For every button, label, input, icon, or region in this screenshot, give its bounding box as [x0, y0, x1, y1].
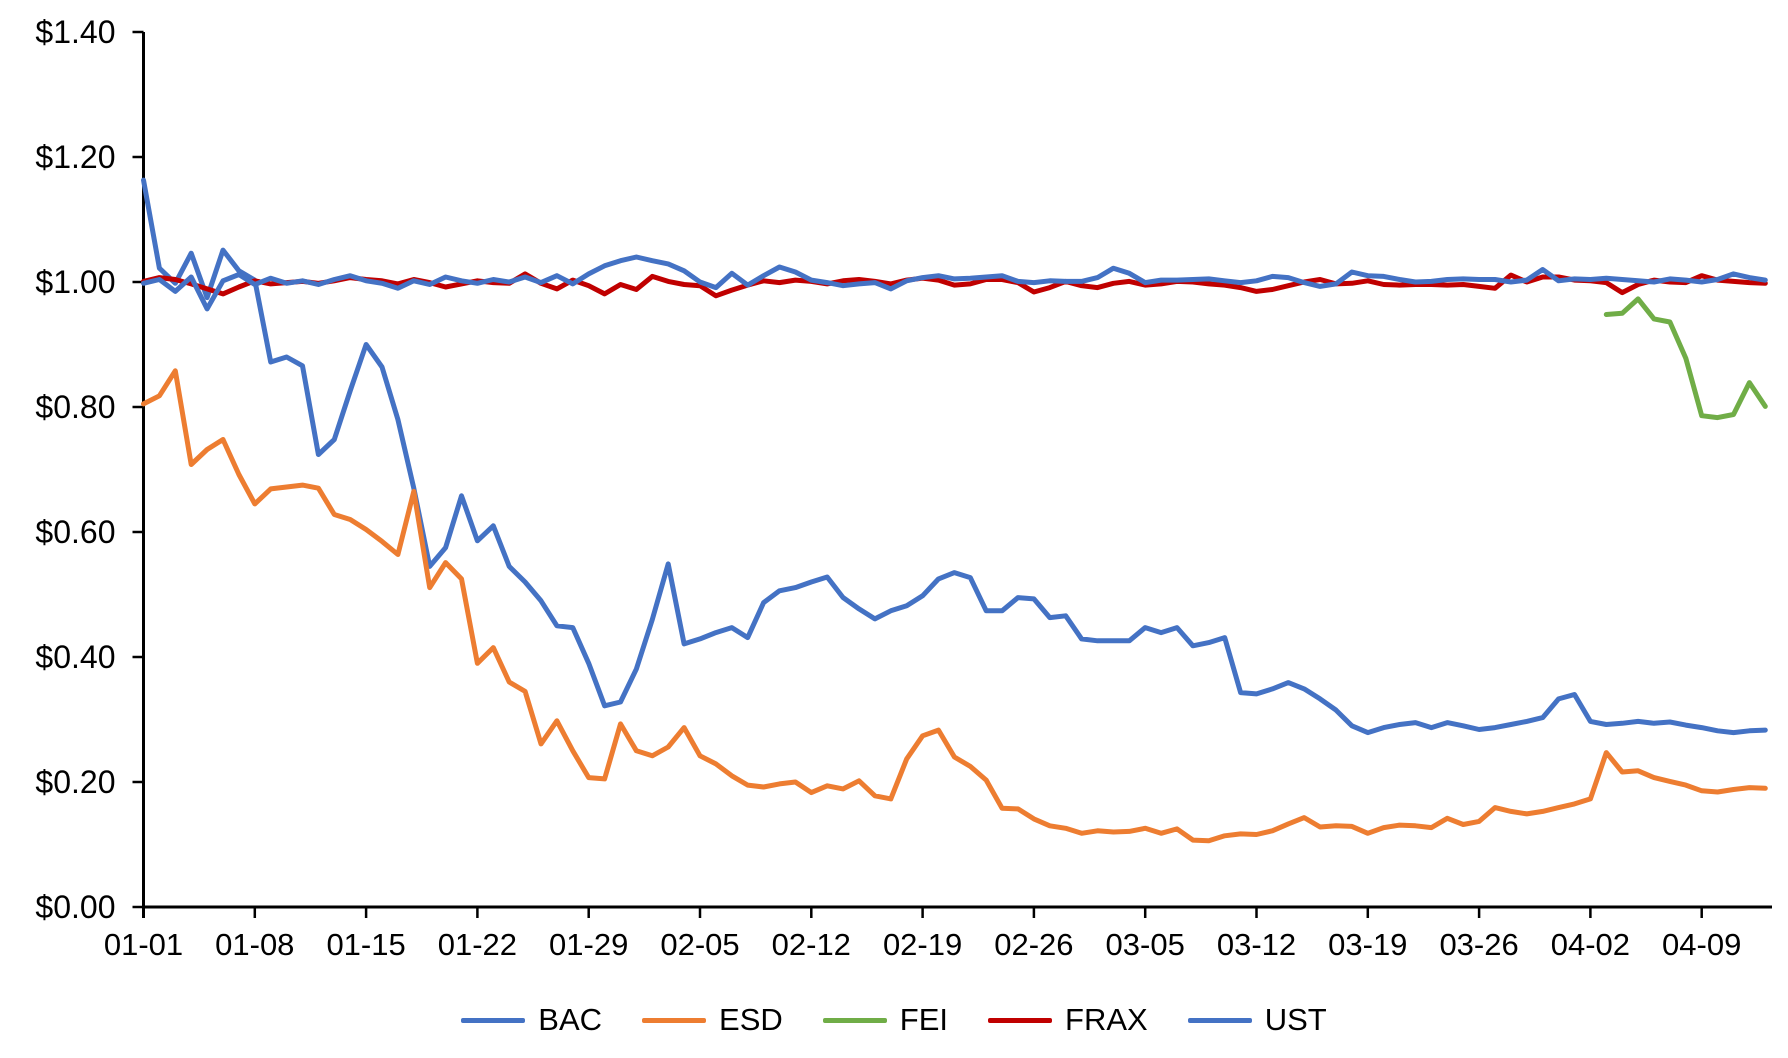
legend-label-esd: ESD — [719, 1002, 783, 1037]
x-tick-label: 02-19 — [883, 927, 962, 962]
legend-label-bac: BAC — [538, 1002, 603, 1037]
x-tick-label: 01-29 — [549, 927, 628, 962]
legend-label-frax: FRAX — [1065, 1002, 1148, 1037]
y-tick-label: $0.20 — [35, 764, 115, 800]
y-tick-label: $0.00 — [35, 889, 115, 925]
x-tick-label: 01-08 — [215, 927, 294, 962]
legend-swatch-fei — [822, 1017, 887, 1023]
x-tick-label: 01-15 — [326, 927, 405, 962]
series-line-fei — [1603, 296, 1768, 421]
series-line-bac — [141, 177, 1768, 736]
legend-label-fei: FEI — [899, 1002, 949, 1037]
x-tick-label: 02-05 — [660, 927, 739, 962]
y-tick-label: $0.40 — [35, 639, 115, 675]
legend-item-bac: BAC — [461, 1002, 602, 1038]
x-tick-label: 03-05 — [1106, 927, 1185, 962]
legend-item-ust: UST — [1187, 1002, 1327, 1038]
x-tick-label: 02-12 — [772, 927, 851, 962]
chart-legend: BAC ESD FEI FRAX UST — [0, 1002, 1788, 1038]
x-tick-label: 03-26 — [1439, 927, 1518, 962]
x-tick-label: 03-12 — [1217, 927, 1296, 962]
x-tick-label: 01-22 — [438, 927, 517, 962]
x-tick-label: 01-01 — [104, 927, 183, 962]
legend-swatch-frax — [988, 1017, 1053, 1023]
legend-label-ust: UST — [1264, 1002, 1327, 1037]
legend-item-esd: ESD — [642, 1002, 783, 1038]
x-tick-label: 03-19 — [1328, 927, 1407, 962]
legend-item-frax: FRAX — [988, 1002, 1148, 1038]
y-tick-label: $1.00 — [35, 264, 115, 300]
series-line-esd — [141, 368, 1768, 844]
y-tick-label: $0.80 — [35, 389, 115, 425]
y-tick-label: $1.20 — [35, 139, 115, 175]
legend-swatch-ust — [1187, 1017, 1252, 1023]
x-tick-label: 04-02 — [1551, 927, 1630, 962]
y-tick-label: $0.60 — [35, 514, 115, 550]
legend-swatch-bac — [461, 1017, 526, 1023]
legend-swatch-esd — [642, 1017, 707, 1023]
x-tick-label: 02-26 — [994, 927, 1073, 962]
y-tick-label: $1.40 — [35, 14, 115, 50]
legend-item-fei: FEI — [822, 1002, 949, 1038]
series-line-ust — [141, 254, 1768, 312]
x-tick-label: 04-09 — [1662, 927, 1741, 962]
